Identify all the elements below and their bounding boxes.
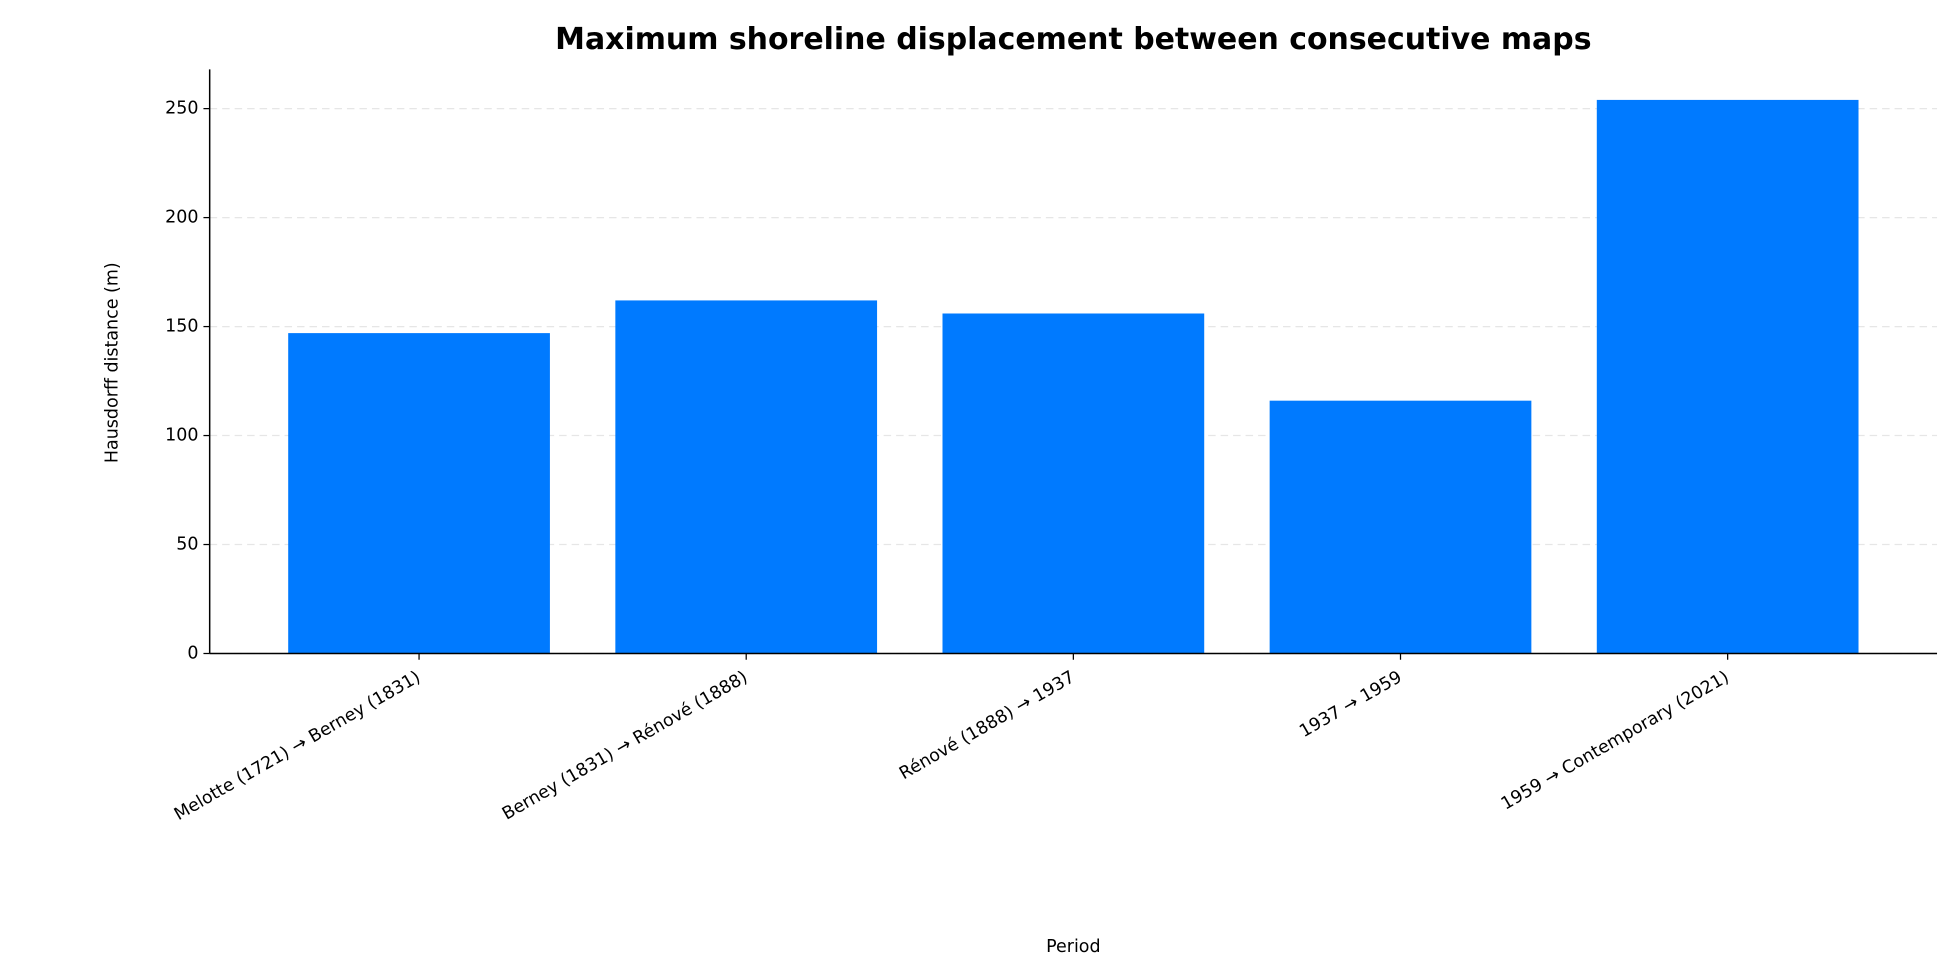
- y-tick-label: 250: [165, 99, 198, 119]
- x-tick-label: Rénové (1888) → 1937: [896, 667, 1078, 784]
- bar: [1596, 99, 1859, 654]
- bar: [288, 333, 550, 654]
- x-tick-label: 1959 → Contemporary (2021): [1498, 667, 1733, 814]
- y-tick-label: 100: [165, 426, 198, 446]
- y-axis-label: Hausdorff distance (m): [102, 262, 122, 463]
- y-tick-label: 200: [165, 208, 198, 228]
- x-tick-label: Melotte (1721) → Berney (1831): [171, 667, 424, 825]
- y-tick-label: 50: [176, 535, 198, 555]
- bar: [942, 313, 1205, 654]
- y-tick-label: 150: [165, 317, 198, 337]
- bar: [1269, 400, 1532, 654]
- chart-title: Maximum shoreline displacement between c…: [555, 22, 1591, 57]
- bar: [615, 300, 878, 654]
- x-axis-label: Period: [1046, 937, 1100, 957]
- y-tick-label: 0: [187, 643, 198, 663]
- x-tick-label: Berney (1831) → Rénové (1888): [499, 667, 751, 824]
- x-tick-label: 1937 → 1959: [1296, 667, 1405, 742]
